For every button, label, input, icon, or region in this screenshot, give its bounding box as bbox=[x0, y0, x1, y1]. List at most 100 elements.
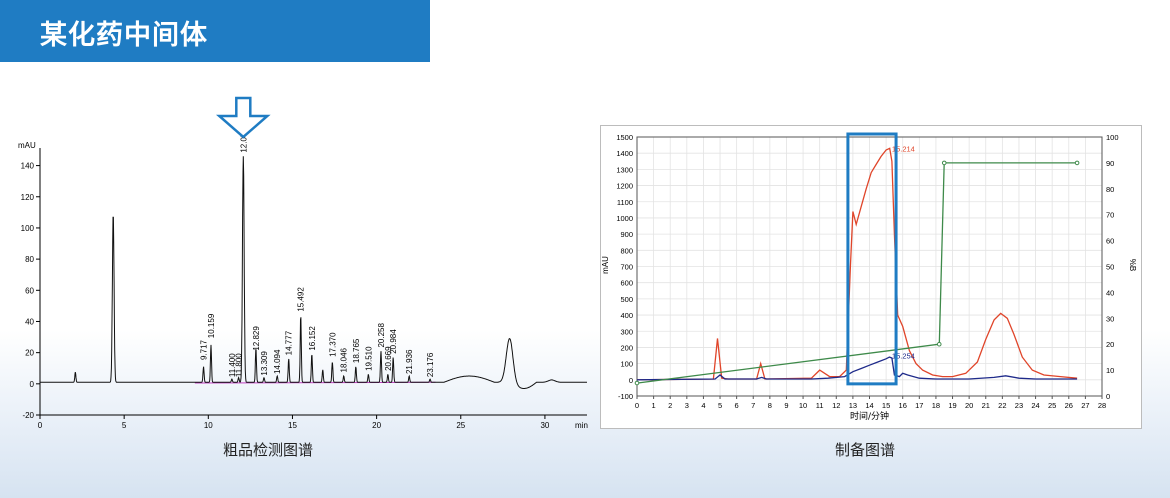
peak-label: 15.492 bbox=[297, 287, 306, 312]
y-tick-label: 120 bbox=[21, 193, 35, 202]
x-tick-label: 20 bbox=[372, 421, 381, 430]
peak-label: 19.510 bbox=[364, 346, 373, 371]
chromatogram-trace bbox=[40, 156, 587, 389]
y-right-tick-label: 10 bbox=[1106, 366, 1114, 375]
y-tick-label: 1000 bbox=[616, 214, 633, 223]
y-right-tick-label: 40 bbox=[1106, 288, 1114, 297]
y-right-tick-label: 60 bbox=[1106, 237, 1114, 246]
crude-chromatogram-chart: -20 0 20 40 60 80 100 120 140 0 5 10 15 20 25 30 mAU min 9… bbox=[18, 96, 588, 430]
x-tick-label: 28 bbox=[1098, 401, 1106, 410]
y-tick-label: 80 bbox=[25, 255, 34, 264]
peak-label: 9.717 bbox=[200, 339, 209, 360]
y-tick-label: 20 bbox=[25, 349, 34, 358]
y-tick-label: -20 bbox=[22, 411, 34, 420]
x-tick-label: 5 bbox=[122, 421, 127, 430]
peak-label: 12.079 bbox=[239, 128, 248, 153]
y-tick-label: 1400 bbox=[616, 149, 633, 158]
peak-label: 14.777 bbox=[285, 330, 294, 355]
x-tick-label: 3 bbox=[685, 401, 689, 410]
y-tick-label: 700 bbox=[620, 263, 633, 272]
x-tick-label: 7 bbox=[751, 401, 755, 410]
y-tick-label: -100 bbox=[618, 392, 633, 401]
y-tick-label: 40 bbox=[25, 317, 34, 326]
y-tick-label: 100 bbox=[21, 224, 35, 233]
x-tick-label: 11 bbox=[816, 401, 824, 410]
x-tick-label: 15 bbox=[882, 401, 890, 410]
y-tick-label: 0 bbox=[629, 376, 633, 385]
x-tick-label: 15 bbox=[288, 421, 297, 430]
peak-label: 18.046 bbox=[340, 347, 349, 372]
caption-right: 制备图谱 bbox=[835, 441, 896, 459]
y-tick-label: 400 bbox=[620, 311, 633, 320]
prep-chromatogram-chart: -100010020030040050060070080090010001100… bbox=[601, 132, 1137, 422]
y-tick-label: 200 bbox=[620, 343, 633, 352]
gradient-point bbox=[936, 341, 942, 347]
x-tick-label: 25 bbox=[456, 421, 465, 430]
series-line-0 bbox=[636, 147, 1078, 381]
x-tick-label: 26 bbox=[1065, 401, 1073, 410]
x-axis-label: 时间/分钟 bbox=[850, 410, 889, 422]
x-tick-label: 24 bbox=[1031, 401, 1039, 410]
x-tick-label: 14 bbox=[865, 401, 873, 410]
y-right-tick-label: 50 bbox=[1106, 263, 1114, 272]
x-tick-label: 1 bbox=[652, 401, 656, 410]
peak-label: 11.800 bbox=[235, 353, 244, 377]
peak-label: 17.370 bbox=[328, 332, 337, 357]
peak-label: 14.094 bbox=[273, 349, 282, 374]
x-tick-label: 25 bbox=[1048, 401, 1056, 410]
peak-label: 12.829 bbox=[252, 326, 261, 351]
y-right-tick-label: 70 bbox=[1106, 211, 1114, 220]
y-tick-label: 1300 bbox=[616, 165, 633, 174]
x-tick-label: 16 bbox=[899, 401, 907, 410]
x-tick-label: 27 bbox=[1081, 401, 1089, 410]
peak-label: 10.159 bbox=[207, 313, 216, 338]
prep-chart-frame bbox=[600, 125, 1142, 429]
y-axis-label: mAU bbox=[601, 256, 610, 274]
caption-left: 粗品检测图谱 bbox=[223, 441, 314, 459]
x-tick-label: 9 bbox=[784, 401, 788, 410]
peak-label: 23.176 bbox=[426, 352, 435, 377]
down-arrow-icon bbox=[215, 96, 271, 139]
y-tick-label: 100 bbox=[620, 360, 633, 369]
x-tick-label: 5 bbox=[718, 401, 722, 410]
x-axis-label: min bbox=[575, 421, 588, 430]
y-tick-label: 800 bbox=[620, 246, 633, 255]
series-line-1 bbox=[636, 356, 1078, 381]
x-tick-label: 13 bbox=[849, 401, 857, 410]
peak-label: 20.984 bbox=[389, 329, 398, 354]
peak-label: 15.254 bbox=[892, 352, 915, 361]
x-tick-label: 21 bbox=[982, 401, 990, 410]
y-tick-label: 500 bbox=[620, 295, 633, 304]
highlight-box bbox=[846, 132, 898, 386]
x-tick-label: 0 bbox=[38, 421, 43, 430]
peak-label: 20.258 bbox=[377, 323, 386, 348]
x-tick-label: 6 bbox=[735, 401, 739, 410]
x-tick-label: 23 bbox=[1015, 401, 1023, 410]
gradient-point bbox=[941, 160, 947, 166]
x-tick-label: 10 bbox=[204, 421, 213, 430]
x-tick-label: 19 bbox=[948, 401, 956, 410]
y-tick-label: 0 bbox=[30, 380, 35, 389]
x-tick-label: 22 bbox=[998, 401, 1006, 410]
peak-label: 20.669 bbox=[384, 346, 393, 371]
gradient-point bbox=[634, 380, 640, 386]
x-tick-label: 2 bbox=[668, 401, 672, 410]
peak-label: 13.309 bbox=[260, 351, 269, 376]
x-tick-label: 20 bbox=[965, 401, 973, 410]
y-tick-label: 900 bbox=[620, 230, 633, 239]
x-tick-label: 4 bbox=[701, 401, 705, 410]
header-bar bbox=[0, 0, 430, 62]
x-tick-label: 10 bbox=[799, 401, 807, 410]
peak-label: 11.400 bbox=[228, 353, 237, 377]
y-right-tick-label: 100 bbox=[1106, 133, 1119, 142]
y-right-tick-label: 30 bbox=[1106, 314, 1114, 323]
x-tick-label: 8 bbox=[768, 401, 772, 410]
x-tick-label: 12 bbox=[832, 401, 840, 410]
y-tick-label: 60 bbox=[25, 286, 34, 295]
x-tick-label: 0 bbox=[635, 401, 639, 410]
y-tick-label: 600 bbox=[620, 279, 633, 288]
y-tick-label: 140 bbox=[21, 162, 35, 171]
peak-label: 21.936 bbox=[405, 349, 414, 374]
gradient-point bbox=[1074, 160, 1080, 166]
y-right-axis-label: %B bbox=[1128, 259, 1137, 271]
